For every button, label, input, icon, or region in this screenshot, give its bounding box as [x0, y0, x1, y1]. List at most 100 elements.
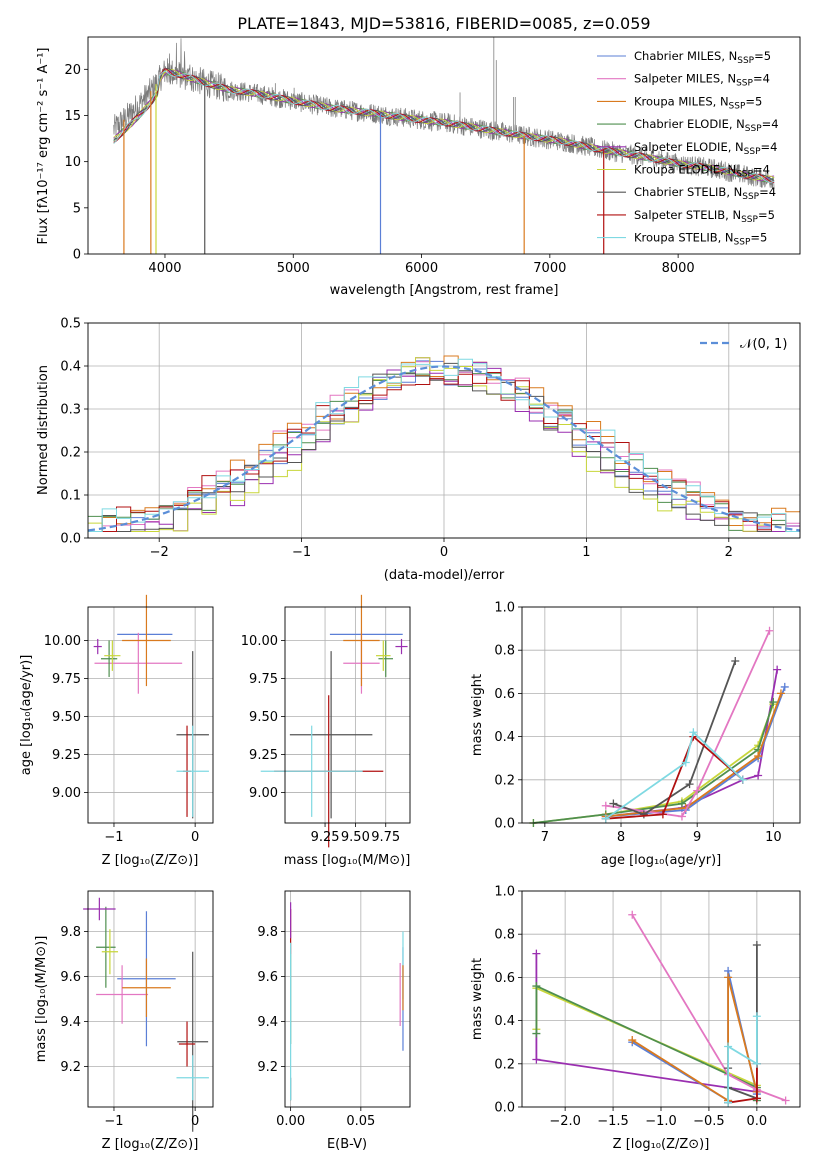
age-vs-mass-ytick-label: 9.75 — [249, 672, 278, 687]
line-series-kroupa_stelib — [605, 730, 744, 820]
age-vs-mass-xlabel: mass [log₁₀(M/M⊙)] — [284, 853, 411, 868]
age-vs-z-ytick-label: 10.00 — [44, 634, 81, 649]
weight-vs-age-xtick-label: 10 — [765, 830, 782, 845]
age-vs-z-xtick-label: 0 — [191, 830, 199, 845]
point-marker-kroupa_stelib — [724, 1042, 733, 1051]
weight-vs-z-ytick-label: 0.6 — [494, 971, 515, 986]
spectrum-xtick-label: 7000 — [533, 261, 566, 276]
weight-vs-z-ytick-label: 1.0 — [494, 885, 515, 900]
legend-label-text: Chabrier ELODIE, N — [634, 117, 745, 131]
mass-vs-ebv-xtick-label: 0.05 — [346, 1114, 375, 1129]
spectrum-model-chabrier_stelib — [113, 67, 775, 182]
age-vs-z-axes-frame — [87, 606, 214, 824]
point-marker-kroupa_stelib — [689, 728, 698, 737]
spectrum-model-salpeter_elodie — [113, 69, 775, 182]
mass-vs-ebv-ytick-label: 9.4 — [257, 1015, 278, 1030]
age-vs-z-ytick-label: 9.25 — [52, 748, 81, 763]
point-marker-chabrier_stelib — [609, 799, 618, 808]
weight-vs-age-ytick-label: 0.6 — [494, 687, 515, 702]
point-marker-chabrier_miles — [780, 682, 789, 691]
legend-label-salpeter_miles: Salpeter MILES, NSSP=4 — [634, 72, 770, 89]
age-vs-z-ytick-label: 9.50 — [52, 710, 81, 725]
line-series-kroupa_miles — [631, 977, 758, 1103]
point-marker-salpeter_miles — [601, 801, 610, 810]
line-series-chabrier_stelib — [613, 660, 737, 816]
legend-label-count: =4 — [762, 117, 779, 131]
spectrum-model-kroupa_elodie — [113, 68, 775, 181]
legend-label-text: Salpeter MILES, N — [634, 72, 736, 86]
weight-vs-z-panel: −2.0 −1.5 −1.0 −0.5 0.0 0.0 0.2 0.4 0.6 0.8 1.0 Z … — [470, 885, 801, 1152]
legend-label-count: =5 — [745, 94, 762, 108]
weight-vs-z-xtick-label: 0.0 — [747, 1114, 768, 1129]
mass-vs-ebv-errorbars — [290, 902, 404, 1101]
legend-label-subscript: SSP — [736, 79, 753, 89]
point-marker-salpeter_elodie — [532, 949, 541, 958]
legend-label-kroupa_stelib: Kroupa STELIB, NSSP=5 — [634, 231, 767, 248]
point-marker-salpeter_miles — [628, 910, 637, 919]
age-vs-mass-ytick-label: 9.50 — [249, 710, 278, 725]
normal-curve — [87, 365, 801, 532]
point-marker-kroupa_stelib — [681, 758, 690, 767]
residuals-xlabel: (data-model)/error — [384, 568, 505, 583]
legend-label-chabrier_miles: Chabrier MILES, NSSP=5 — [634, 49, 771, 66]
weight-vs-age-ytick-label: 0.4 — [494, 730, 515, 745]
mass-vs-ebv-ytick-label: 9.6 — [257, 970, 278, 985]
point-marker-chabrier_elodie — [677, 799, 686, 808]
residuals-panel: −2 −1 0 1 2 0.0 0.1 0.2 0.3 0.4 0.5 (data-model)/e… — [36, 317, 801, 583]
residuals-ytick-label: 0.5 — [60, 317, 81, 332]
point-marker-kroupa_stelib — [752, 1059, 761, 1068]
legend-label-kroupa_elodie: Kroupa ELODIE, NSSP=4 — [634, 163, 770, 180]
weight-vs-age-xtick-label: 8 — [617, 830, 625, 845]
point-marker-kroupa_stelib — [738, 775, 747, 784]
spectrum-ytick-label: 5 — [73, 201, 81, 216]
weight-vs-age-xtick-label: 7 — [541, 830, 549, 845]
spectrum-panel: PLATE=1843, MJD=53816, FIBERID=0085, z=0… — [36, 14, 801, 298]
weight-vs-z-lines — [532, 910, 790, 1107]
point-marker-salpeter_miles — [677, 812, 686, 821]
age-vs-mass-xtick-label: 9.50 — [341, 830, 370, 845]
mass-vs-z-ytick-label: 9.8 — [60, 925, 81, 940]
residuals-xtick-label: −2 — [150, 545, 169, 560]
legend-label-count: =4 — [759, 185, 776, 199]
weight-vs-age-ytick-label: 0.0 — [494, 817, 515, 832]
weight-vs-age-xtick-label: 9 — [693, 830, 701, 845]
line-series-kroupa_elodie — [535, 986, 758, 1099]
legend-label-text: Chabrier STELIB, N — [634, 185, 742, 199]
legend-label-subscript: SSP — [744, 147, 761, 157]
line-series-kroupa_stelib — [727, 1016, 758, 1103]
weight-vs-z-ytick-label: 0.2 — [494, 1057, 515, 1072]
age-vs-mass-errorbars — [260, 594, 408, 848]
legend-label-chabrier_elodie: Chabrier ELODIE, NSSP=4 — [634, 117, 779, 134]
weight-vs-z-xtick-label: −0.5 — [693, 1114, 725, 1129]
legend-label-subscript: SSP — [729, 101, 746, 111]
legend-label-count: =4 — [761, 140, 778, 154]
weight-vs-age-xlabel: age [log₁₀(age/yr)] — [601, 853, 722, 868]
line-series-salpeter_elodie — [535, 953, 758, 1101]
residuals-xtick-label: 2 — [725, 545, 733, 560]
point-marker-salpeter_stelib — [658, 810, 667, 819]
weight-vs-age-axes-frame — [521, 606, 801, 824]
mass-vs-z-ytick-label: 9.4 — [60, 1015, 81, 1030]
weight-vs-z-ytick-label: 0.4 — [494, 1014, 515, 1029]
spectrum-ytick-label: 0 — [73, 248, 81, 263]
mass-vs-z-xtick-label: 0 — [191, 1114, 199, 1129]
point-marker-kroupa_miles — [754, 752, 763, 761]
legend-label-count: =5 — [754, 49, 771, 63]
residuals-xtick-label: −1 — [292, 545, 311, 560]
mass-vs-z-xtick-label: −1 — [104, 1114, 123, 1129]
mass-vs-ebv-axes-frame — [284, 890, 411, 1108]
spectrum-xtick-label: 4000 — [148, 261, 181, 276]
spectrum-ytick-label: 15 — [64, 109, 81, 124]
legend-label-chabrier_stelib: Chabrier STELIB, NSSP=4 — [634, 185, 776, 202]
spectrum-xtick-label: 6000 — [405, 261, 438, 276]
spectrum-xtick-label: 5000 — [277, 261, 310, 276]
legend-label-subscript: SSP — [734, 238, 751, 248]
residuals-xtick-label: 0 — [440, 545, 448, 560]
age-vs-z-ytick-label: 9.75 — [52, 672, 81, 687]
mass-vs-z-ylabel: mass [log₁₀(M/M⊙)] — [34, 936, 49, 1063]
legend-label-subscript: SSP — [741, 215, 758, 225]
line-series-salpeter_stelib — [605, 735, 744, 820]
mass-vs-z-xlabel: Z [log₁₀(Z/Z⊙)] — [102, 1137, 199, 1152]
